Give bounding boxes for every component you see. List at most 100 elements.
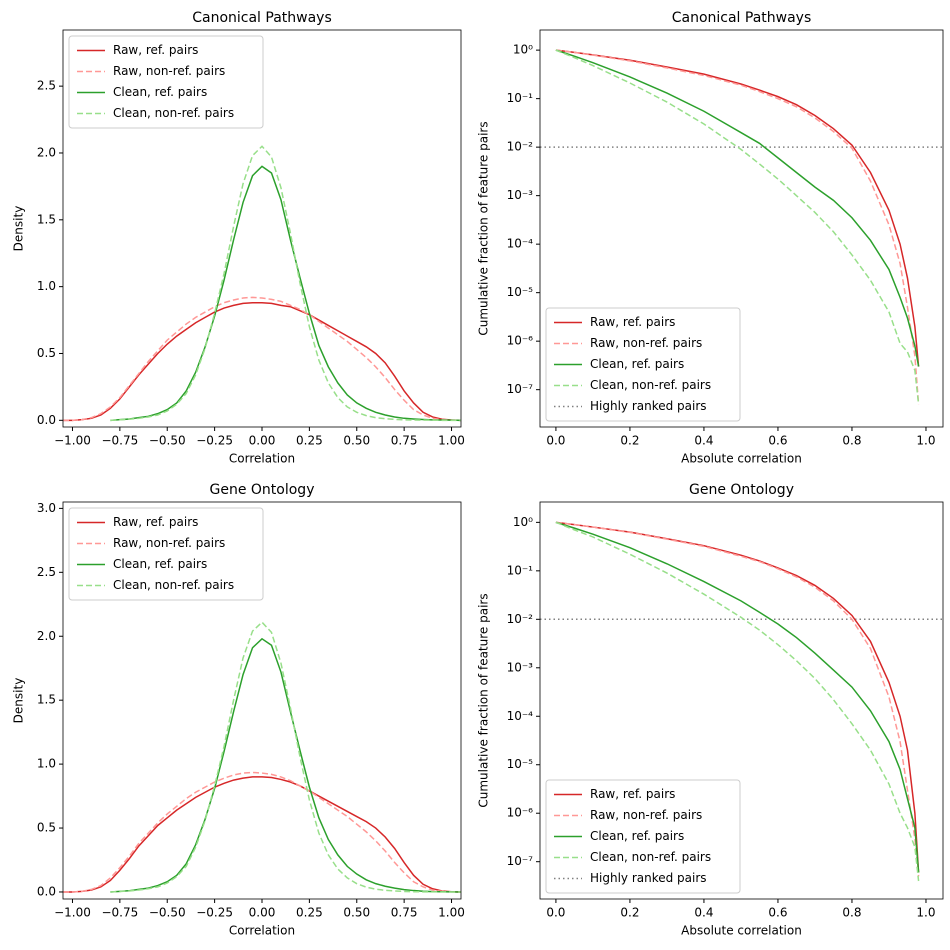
lines <box>540 521 943 882</box>
legend: Raw, ref. pairs Raw, non-ref. pairs Clean,… <box>68 507 264 601</box>
x-tick-label: −0.50 <box>149 434 186 448</box>
legend-label: Raw, non-ref. pairs <box>590 336 702 350</box>
legend-label: Raw, non-ref. pairs <box>113 64 225 78</box>
series-line <box>110 165 461 422</box>
legend: Raw, ref. pairs Raw, non-ref. pairs Clean,… <box>545 307 741 422</box>
y-tick-label: 2.0 <box>37 629 56 643</box>
axes-frame <box>539 501 944 900</box>
y-tick-label: 10⁻² <box>507 140 534 154</box>
series-line <box>555 521 920 873</box>
y-tick-label: 10⁻⁴ <box>507 237 534 251</box>
x-tick-label: −0.25 <box>196 906 233 920</box>
axes-frame <box>62 29 462 428</box>
legend-label: Raw, ref. pairs <box>113 43 198 57</box>
x-tick-label: 1.0 <box>916 434 935 448</box>
x-tick-label: 0.75 <box>391 906 418 920</box>
y-tick-label: 2.5 <box>37 565 56 579</box>
y-tick-label: 1.0 <box>37 279 56 293</box>
x-tick-label: 1.00 <box>438 434 465 448</box>
series-line <box>110 621 461 893</box>
axes-frame <box>539 29 944 428</box>
y-tick-label: 1.5 <box>37 693 56 707</box>
x-tick-label: −0.50 <box>149 906 186 920</box>
x-tick-label: 0.00 <box>249 434 276 448</box>
legend-label: Clean, non-ref. pairs <box>590 378 711 392</box>
x-tick-label: 1.0 <box>916 906 935 920</box>
series-line <box>555 49 920 405</box>
y-tick-label: 3.0 <box>37 501 56 515</box>
series-line <box>63 301 461 422</box>
series-line <box>63 771 461 893</box>
legend-box <box>68 35 264 129</box>
y-axis-label: Density <box>12 678 26 724</box>
x-tick-label: 0.50 <box>343 906 370 920</box>
y-tick-label: 10⁻³ <box>507 188 534 202</box>
x-tick-label: 0.8 <box>842 906 861 920</box>
y-tick-label: 2.0 <box>37 145 56 159</box>
lines <box>63 621 461 893</box>
y-tick-label: 10⁻⁴ <box>507 709 534 723</box>
x-tick-label: 0.2 <box>620 434 639 448</box>
series-line <box>110 145 461 422</box>
y-tick-label: 10⁻¹ <box>507 91 534 105</box>
subplot-title: Gene Ontology <box>210 482 315 498</box>
legend-label: Raw, non-ref. pairs <box>590 808 702 822</box>
y-tick-label: 1.0 <box>37 757 56 771</box>
lines <box>540 49 943 405</box>
x-tick-label: 0.8 <box>842 434 861 448</box>
legend-label: Raw, non-ref. pairs <box>113 536 225 550</box>
legend-label: Clean, non-ref. pairs <box>590 850 711 864</box>
x-tick-label: −1.00 <box>54 906 91 920</box>
subplot: 0.0 0.2 0.4 0.6 0.8 1.0 10⁰ 10⁻¹ 10⁻² 10⁻³ 10⁻⁴ 10⁻… <box>477 482 944 938</box>
x-axis-label: Correlation <box>229 924 295 938</box>
y-tick-label: 1.5 <box>37 212 56 226</box>
legend-box <box>545 307 741 422</box>
series-line <box>555 49 920 367</box>
y-tick-label: 10⁻⁷ <box>507 382 534 396</box>
x-axis-label: Absolute correlation <box>681 924 802 938</box>
y-axis-label: Cumulative fraction of feature pairs <box>477 593 491 807</box>
x-tick-label: 0.6 <box>768 434 787 448</box>
legend-label: Raw, ref. pairs <box>113 515 198 529</box>
legend-label: Highly ranked pairs <box>590 871 707 885</box>
x-tick-label: 0.2 <box>620 906 639 920</box>
x-tick-label: 0.50 <box>343 434 370 448</box>
y-tick-label: 0.5 <box>37 346 56 360</box>
x-tick-label: −0.75 <box>101 906 138 920</box>
y-tick-label: 10⁻¹ <box>507 563 534 577</box>
y-axis-label: Density <box>12 206 26 252</box>
legend-label: Clean, ref. pairs <box>590 829 684 843</box>
y-tick-label: 10⁻⁶ <box>507 806 534 820</box>
y-tick-label: 0.5 <box>37 821 56 835</box>
subplot: −1.00 −0.75 −0.50 −0.25 0.00 0.25 0.50 0.75 1.00… <box>12 482 465 938</box>
y-axis-label: Cumulative fraction of feature pairs <box>477 121 491 335</box>
x-tick-label: −0.75 <box>101 434 138 448</box>
y-tick-label: 10⁻⁶ <box>507 334 534 348</box>
legend-label: Clean, ref. pairs <box>590 357 684 371</box>
y-tick-label: 10⁻⁷ <box>507 854 534 868</box>
legend: Raw, ref. pairs Raw, non-ref. pairs Clean,… <box>545 779 741 894</box>
y-tick-label: 10⁻⁵ <box>507 757 534 771</box>
series-line <box>63 776 461 893</box>
series-line <box>555 49 920 405</box>
y-tick-label: 10⁰ <box>513 515 533 529</box>
subplot-title: Canonical Pathways <box>192 10 332 26</box>
legend-label: Clean, non-ref. pairs <box>113 106 234 120</box>
x-tick-label: 0.00 <box>249 906 276 920</box>
x-axis-label: Absolute correlation <box>681 452 802 466</box>
x-tick-label: 0.6 <box>768 906 787 920</box>
y-tick-label: 0.0 <box>37 884 56 898</box>
legend-label: Highly ranked pairs <box>590 399 707 413</box>
x-tick-label: 1.00 <box>438 906 465 920</box>
legend-label: Clean, ref. pairs <box>113 85 207 99</box>
subplot-title: Gene Ontology <box>689 482 794 498</box>
x-tick-label: 0.25 <box>296 906 323 920</box>
subplot: −1.00 −0.75 −0.50 −0.25 0.00 0.25 0.50 0.75 1.00… <box>12 10 465 466</box>
y-tick-label: 10⁻³ <box>507 660 534 674</box>
y-tick-label: 0.0 <box>37 413 56 427</box>
y-tick-label: 10⁻² <box>507 612 534 626</box>
series-line <box>63 296 461 422</box>
series-line <box>555 521 920 877</box>
x-axis-label: Correlation <box>229 452 295 466</box>
